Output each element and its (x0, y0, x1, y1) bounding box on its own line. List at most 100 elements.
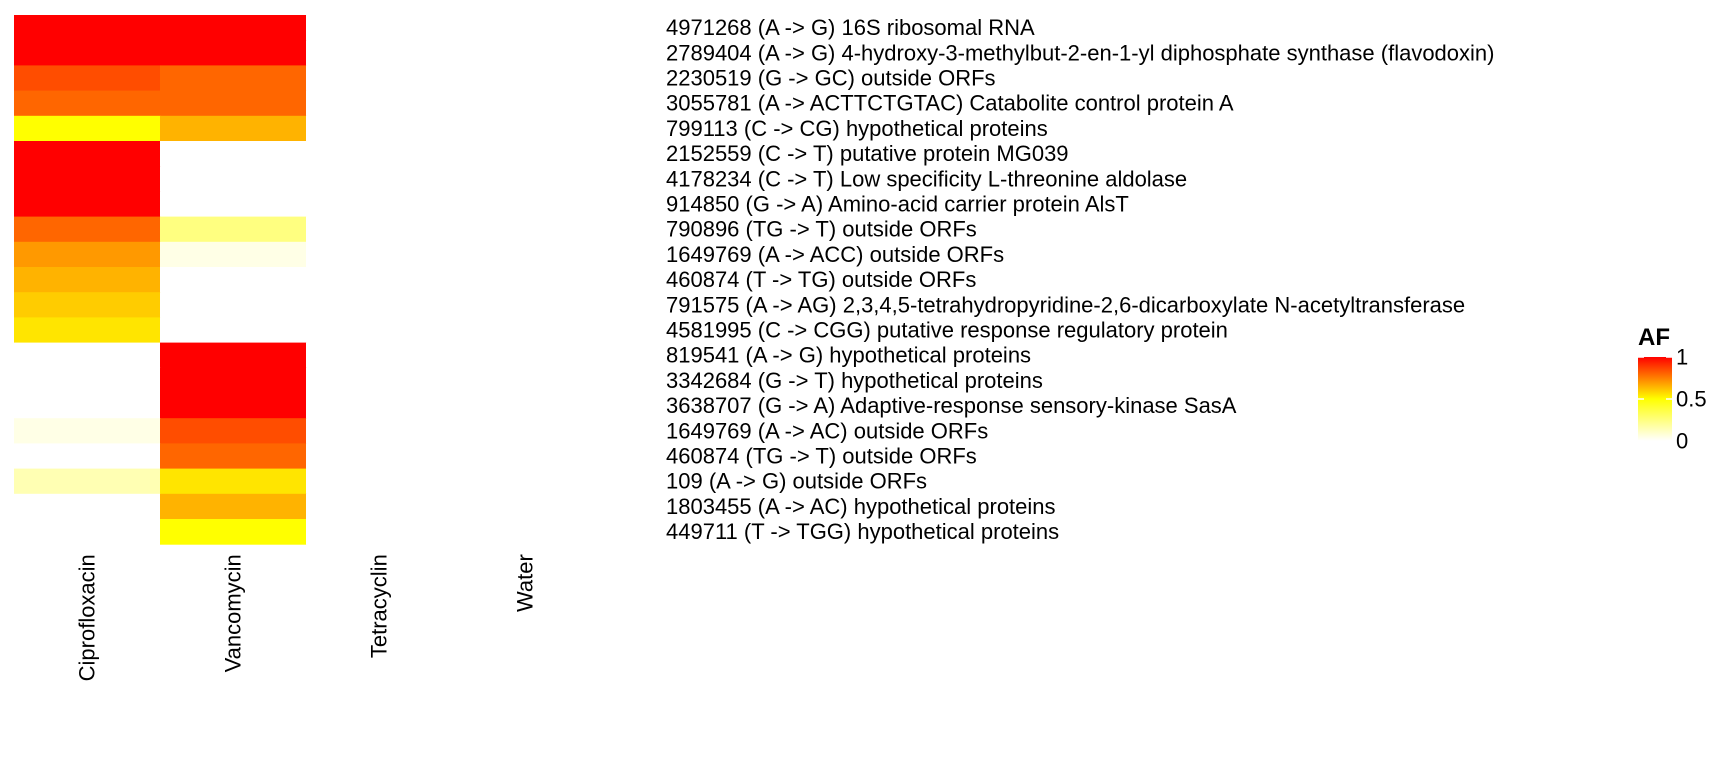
heatmap-cell (452, 317, 599, 344)
heatmap-cell (452, 519, 599, 545)
heatmap-cell (14, 115, 161, 142)
legend-ticks: 10.50 (1638, 345, 1707, 454)
heatmap-cell (160, 468, 307, 495)
row-label: 1649769 (A -> ACC) outside ORFs (666, 242, 1004, 267)
row-label: 791575 (A -> AG) 2,3,4,5-tetrahydropyrid… (666, 292, 1465, 317)
heatmap-cell (14, 15, 161, 41)
heatmap-cell (452, 166, 599, 192)
heatmap-cell (160, 519, 307, 545)
heatmap-cell (306, 90, 453, 117)
row-label: 3055781 (A -> ACTTCTGTAC) Catabolite con… (666, 91, 1234, 116)
heatmap-cell (14, 468, 161, 495)
row-label: 1649769 (A -> AC) outside ORFs (666, 418, 988, 443)
row-label: 3342684 (G -> T) hypothetical proteins (666, 368, 1043, 393)
heatmap-cell (14, 493, 161, 520)
heatmap-cell (452, 468, 599, 495)
heatmap-cell (452, 342, 599, 369)
heatmap-cell (14, 65, 161, 92)
heatmap-cell (452, 65, 599, 92)
heatmap-cell (452, 393, 599, 419)
heatmap-cell (160, 15, 307, 41)
heatmap-cell (14, 317, 161, 344)
heatmap-cell (14, 267, 161, 293)
heatmap-cell (306, 443, 453, 470)
heatmap-cell (452, 241, 599, 268)
heatmap-cell (452, 267, 599, 293)
heatmap-cell (452, 367, 599, 394)
heatmap-cell (14, 292, 161, 318)
heatmap-cell (160, 317, 307, 344)
heatmap-cell (160, 367, 307, 394)
heatmap-cell (452, 191, 599, 218)
heatmap-cell (14, 216, 161, 243)
row-label: 819541 (A -> G) hypothetical proteins (666, 343, 1031, 368)
column-label: Water (513, 554, 538, 612)
heatmap-cell (306, 292, 453, 318)
heatmap-cell (306, 191, 453, 218)
column-label: Ciprofloxacin (75, 554, 100, 681)
heatmap-cell (452, 15, 599, 41)
row-label: 4971268 (A -> G) 16S ribosomal RNA (666, 15, 1035, 40)
heatmap-cell (14, 342, 161, 369)
heatmap-cell (306, 468, 453, 495)
heatmap-cell (14, 40, 161, 66)
row-label: 3638707 (G -> A) Adaptive-response senso… (666, 393, 1237, 418)
heatmap-cell (306, 342, 453, 369)
row-labels: 4971268 (A -> G) 16S ribosomal RNA278940… (666, 15, 1494, 544)
heatmap-cell (306, 216, 453, 243)
heatmap-cell (160, 216, 307, 243)
heatmap-cell (306, 418, 453, 444)
heatmap-cell (306, 40, 453, 66)
heatmap-cell (160, 191, 307, 218)
heatmap-cell (306, 15, 453, 41)
heatmap-cell (14, 191, 161, 218)
heatmap-cell (452, 418, 599, 444)
heatmap-cell (14, 141, 161, 167)
heatmap-cell (160, 40, 307, 66)
heatmap-cell (160, 267, 307, 293)
legend-tick-label: 1 (1676, 345, 1688, 370)
row-label: 4581995 (C -> CGG) putative response reg… (666, 318, 1228, 343)
heatmap-cell (306, 367, 453, 394)
heatmap-cell (452, 115, 599, 142)
heatmap-cell (160, 90, 307, 117)
row-label: 109 (A -> G) outside ORFs (666, 469, 927, 494)
column-labels: Ciprofloxacin Vancomycin Tetracyclin Water (75, 554, 538, 681)
heatmap-cell (14, 393, 161, 419)
heatmap-cell (160, 141, 307, 167)
heatmap-cell (306, 267, 453, 293)
heatmap-cell (306, 241, 453, 268)
row-label: 2230519 (G -> GC) outside ORFs (666, 66, 996, 91)
row-label: 449711 (T -> TGG) hypothetical proteins (666, 519, 1059, 544)
heatmap-cell (160, 65, 307, 92)
heatmap-cell (160, 166, 307, 192)
heatmap-cells (14, 15, 599, 545)
heatmap-cell (306, 493, 453, 520)
heatmap-cell (160, 443, 307, 470)
heatmap-cell (452, 443, 599, 470)
row-label: 790896 (TG -> T) outside ORFs (666, 217, 977, 242)
heatmap-cell (160, 393, 307, 419)
heatmap-cell (452, 90, 599, 117)
heatmap-cell (306, 141, 453, 167)
legend-tick-label: 0.5 (1676, 387, 1707, 412)
row-label: 460874 (T -> TG) outside ORFs (666, 267, 976, 292)
row-label: 2152559 (C -> T) putative protein MG039 (666, 141, 1069, 166)
heatmap-cell (452, 216, 599, 243)
heatmap-cell (452, 40, 599, 66)
heatmap-cell (160, 115, 307, 142)
heatmap-cell (14, 443, 161, 470)
row-label: 1803455 (A -> AC) hypothetical proteins (666, 494, 1056, 519)
heatmap-cell (306, 519, 453, 545)
row-label: 460874 (TG -> T) outside ORFs (666, 444, 977, 469)
heatmap-cell (14, 519, 161, 545)
heatmap-cell (306, 393, 453, 419)
heatmap-cell (306, 317, 453, 344)
heatmap-cell (160, 342, 307, 369)
heatmap-cell (14, 418, 161, 444)
column-label: Vancomycin (221, 554, 246, 672)
legend-title: AF (1638, 324, 1670, 351)
heatmap-cell (306, 115, 453, 142)
row-label: 2789404 (A -> G) 4-hydroxy-3-methylbut-2… (666, 40, 1494, 65)
